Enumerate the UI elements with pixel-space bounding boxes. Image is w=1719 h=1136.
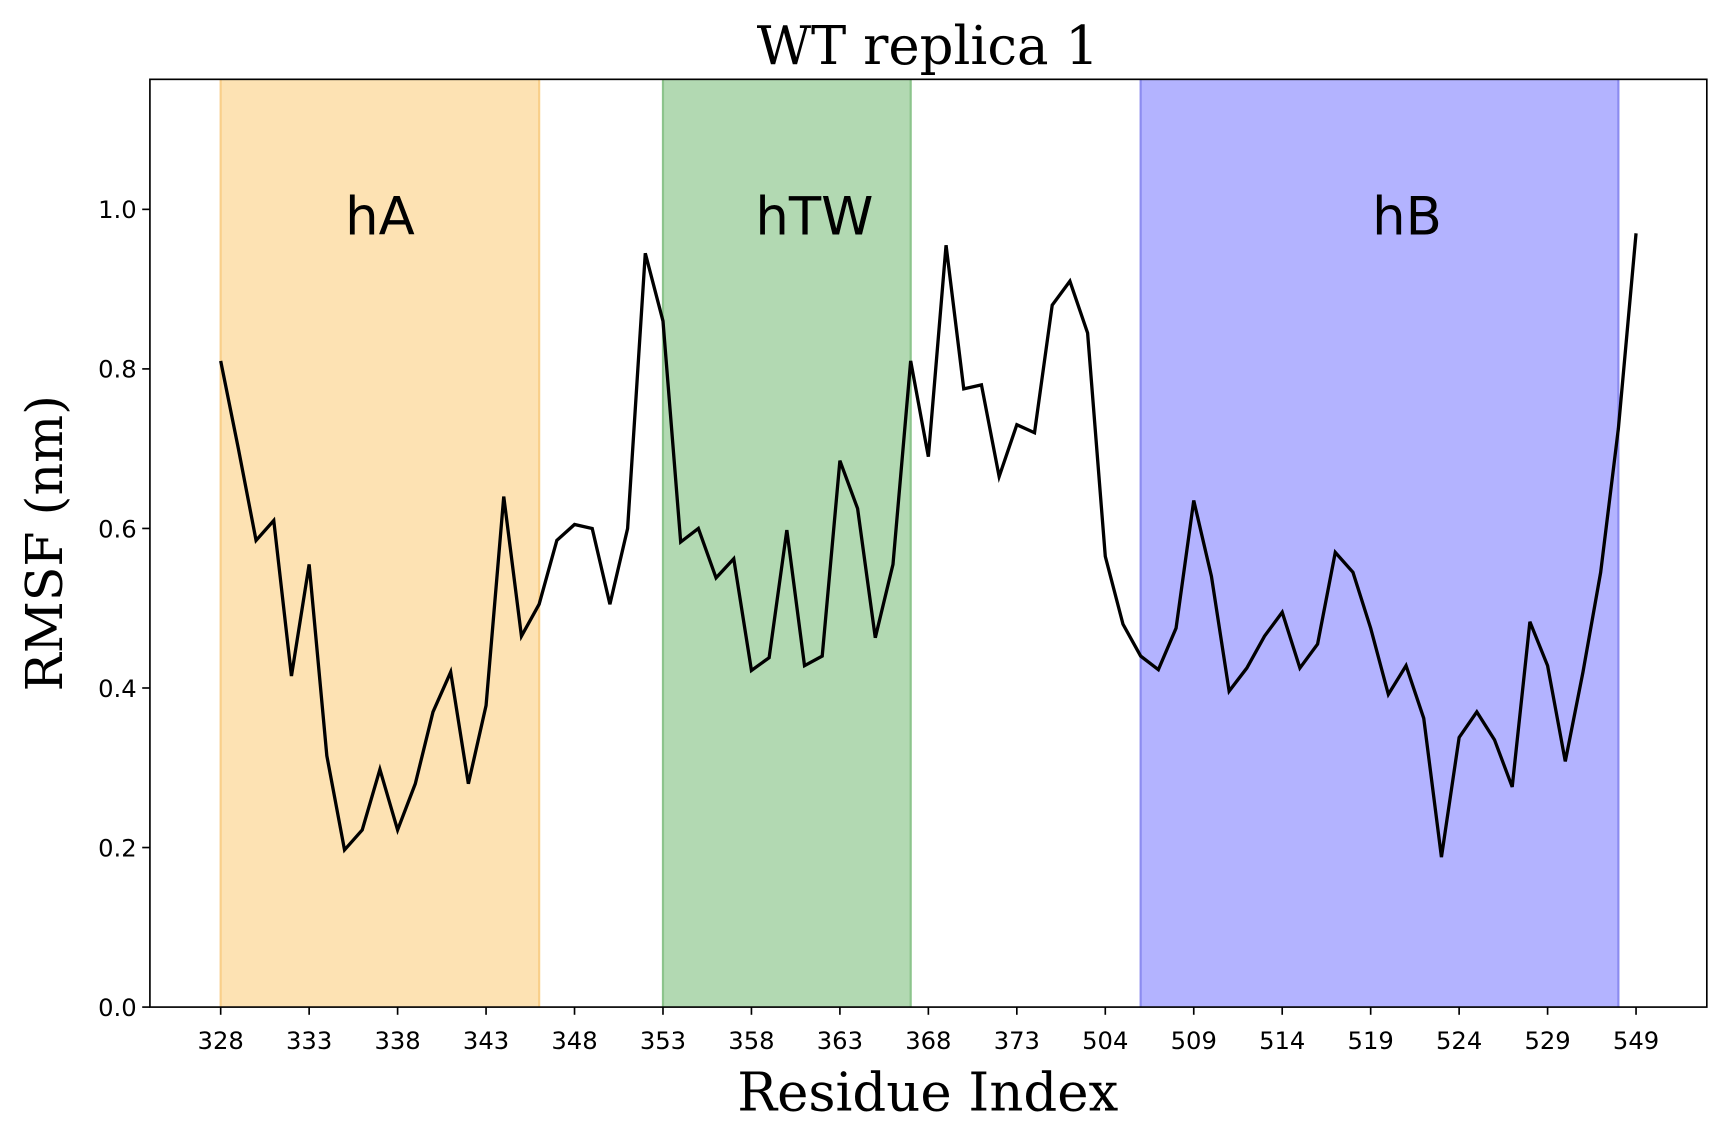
x-tick-label: 549: [1613, 1026, 1659, 1055]
y-tick-label: 0.2: [98, 833, 137, 862]
x-tick-label: 514: [1259, 1026, 1305, 1055]
y-tick-label: 0.6: [98, 514, 137, 543]
region: [220, 79, 540, 1008]
y-tick-label: 0.4: [98, 674, 137, 703]
x-tick-label: 353: [640, 1026, 686, 1055]
x-tick-label: 338: [374, 1026, 420, 1055]
x-tick-label: 333: [286, 1026, 332, 1055]
region: [1140, 79, 1619, 1008]
x-tick-label: 368: [905, 1026, 951, 1055]
plot-frame: [149, 78, 1708, 1008]
x-tick-label: 529: [1524, 1026, 1570, 1055]
chart-title: WT replica 1: [757, 16, 1099, 77]
x-tick-label: 328: [198, 1026, 244, 1055]
x-tick-label: 524: [1436, 1026, 1482, 1055]
x-tick-label: 363: [817, 1026, 863, 1055]
x-tick-label: 343: [463, 1026, 509, 1055]
x-tick-label: 373: [994, 1026, 1040, 1055]
x-tick-label: 358: [728, 1026, 774, 1055]
x-tick-label: 348: [551, 1026, 597, 1055]
x-tick-label: 504: [1082, 1026, 1128, 1055]
x-tick-label: 509: [1171, 1026, 1217, 1055]
y-tick-label: 0.8: [98, 355, 137, 384]
x-axis-label: Residue Index: [737, 1063, 1118, 1124]
y-tick-label: 1.0: [98, 195, 137, 224]
region-label: hA: [345, 187, 415, 248]
region-label: hB: [1372, 187, 1442, 248]
y-tick-label: 0.0: [98, 993, 137, 1022]
y-axis-label: RMSF (nm): [15, 395, 74, 691]
region-label: hTW: [755, 187, 873, 248]
data-line: [219, 233, 1638, 858]
x-tick-label: 519: [1348, 1026, 1394, 1055]
